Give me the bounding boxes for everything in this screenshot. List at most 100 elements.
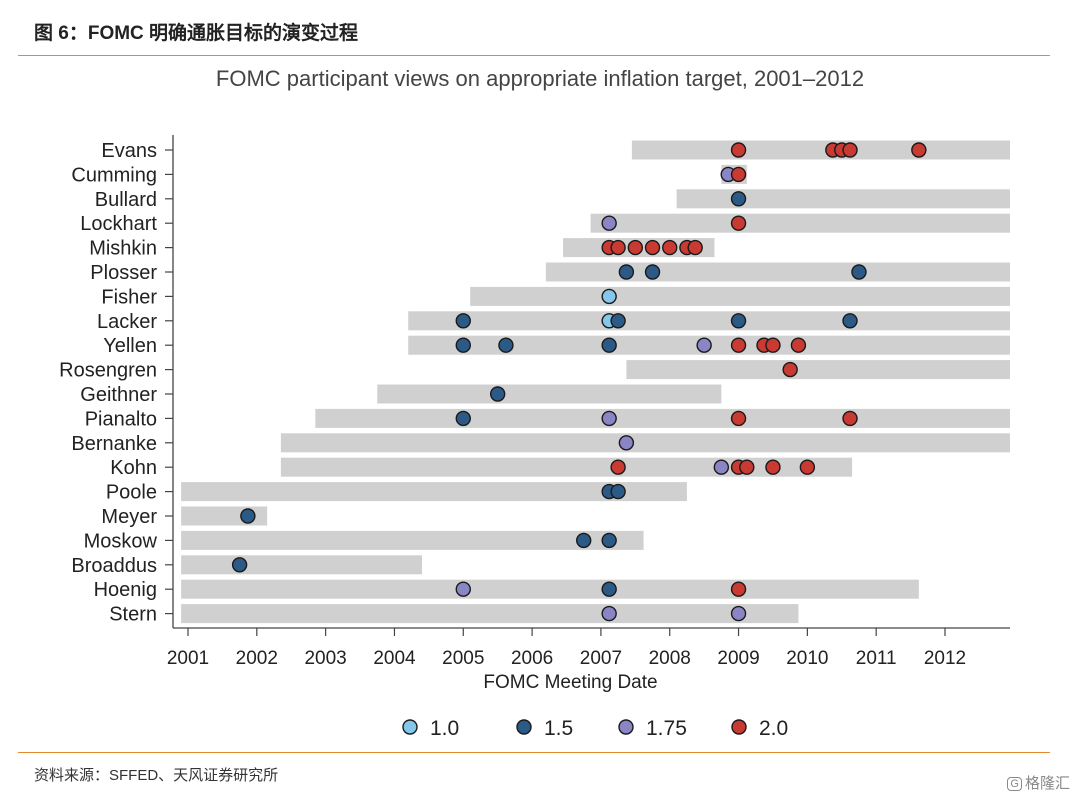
point-yellen-4: [696, 337, 712, 353]
x-tick-label-2010: 2010: [786, 648, 828, 669]
point-pianalto-1: [455, 410, 471, 427]
point-mishkin-4: [644, 239, 661, 256]
point-yellen-8: [790, 337, 807, 353]
point-hoenig-3: [730, 581, 747, 597]
point-fisher-1: [601, 288, 617, 305]
tenure-bar-stern: [181, 604, 799, 624]
legend-marker-1-0: [402, 719, 418, 735]
point-kohn-6: [799, 459, 816, 475]
point-evans-4: [842, 142, 858, 158]
row-label-lockhart: Lockhart: [80, 213, 157, 235]
x-tick-label-2006: 2006: [511, 648, 553, 669]
row-label-broaddus: Broaddus: [71, 555, 157, 577]
tenure-bar-bullard: [676, 189, 1010, 209]
tenure-bar-lacker: [408, 311, 1011, 331]
legend-marker-1-75: [618, 719, 634, 735]
tenure-bar-evans: [631, 140, 1010, 160]
row-label-bernanke: Bernanke: [71, 433, 157, 455]
x-axis-title: FOMC Meeting Date: [483, 672, 657, 693]
x-tick-label-2001: 2001: [167, 648, 209, 669]
tenure-bar-geithner: [377, 384, 722, 404]
point-mishkin-7: [687, 239, 703, 256]
row-label-lacker: Lacker: [97, 311, 157, 333]
point-plosser-2: [644, 264, 661, 280]
row-label-pianalto: Pianalto: [85, 408, 157, 430]
x-tick-label-2002: 2002: [236, 648, 278, 669]
legend-label-1-5: 1.5: [544, 717, 573, 740]
watermark-logo-icon: G: [1007, 777, 1022, 792]
point-plosser-3: [851, 264, 867, 280]
row-label-meyer: Meyer: [101, 506, 157, 528]
figure-title: 图 6：FOMC 明确通胀目标的演变过程: [34, 23, 359, 44]
row-label-rosengren: Rosengren: [59, 360, 157, 382]
legend-label-1-75: 1.75: [646, 717, 687, 740]
tenure-bar-kohn: [280, 457, 853, 477]
point-kohn-5: [765, 459, 781, 475]
row-label-fisher: Fisher: [101, 286, 157, 308]
point-lacker-3: [610, 313, 626, 329]
legend-marker-2-0: [731, 719, 747, 735]
point-bullard-1: [730, 191, 747, 207]
point-stern-1: [601, 605, 617, 622]
watermark-text: 格隆汇: [1024, 775, 1070, 792]
source-note: 资料来源：SFFED、天风证券研究所: [34, 767, 279, 784]
row-label-yellen: Yellen: [103, 335, 157, 357]
point-hoenig-2: [601, 581, 617, 597]
point-yellen-1: [455, 337, 471, 353]
point-broaddus-1: [231, 557, 248, 573]
tenure-bar-poole: [181, 482, 687, 502]
point-mishkin-2: [610, 239, 626, 256]
x-tick-label-2009: 2009: [717, 648, 759, 669]
tenure-bar-lockhart: [590, 213, 1010, 233]
tenure-bar-fisher: [470, 286, 1010, 306]
point-meyer-1: [240, 508, 256, 524]
legend-marker-1-5: [516, 719, 532, 735]
point-poole-2: [610, 483, 626, 500]
point-lacker-1: [455, 313, 471, 329]
x-tick-label-2004: 2004: [373, 648, 416, 669]
row-label-geithner: Geithner: [80, 384, 157, 406]
x-tick-label-2007: 2007: [580, 648, 622, 669]
tenure-bar-hoenig: [181, 579, 919, 599]
point-mishkin-3: [627, 239, 644, 256]
point-kohn-2: [713, 459, 730, 475]
point-pianalto-4: [842, 410, 858, 427]
row-label-evans: Evans: [101, 140, 157, 162]
point-moskow-2: [601, 532, 617, 549]
x-tick-label-2011: 2011: [856, 648, 897, 669]
point-lockhart-1: [601, 215, 617, 231]
point-kohn-4: [739, 459, 755, 475]
tenure-bar-bernanke: [280, 433, 1010, 453]
tenure-bar-plosser: [545, 262, 1010, 282]
legend-label-1-0: 1.0: [430, 717, 459, 740]
legend-label-2-0: 2.0: [759, 717, 788, 740]
point-plosser-1: [618, 264, 635, 280]
point-evans-5: [911, 142, 927, 158]
point-hoenig-1: [455, 581, 471, 597]
point-rosengren-1: [782, 361, 798, 378]
point-lacker-4: [730, 313, 747, 329]
point-stern-2: [730, 605, 747, 622]
x-tick-label-2005: 2005: [442, 648, 484, 669]
point-kohn-1: [610, 459, 626, 475]
row-label-stern: Stern: [109, 604, 157, 626]
point-pianalto-3: [730, 410, 747, 427]
x-tick-label-2012: 2012: [924, 648, 966, 669]
x-tick-label-2003: 2003: [304, 648, 346, 669]
point-cumming-2: [730, 166, 747, 183]
row-label-cumming: Cumming: [71, 164, 157, 186]
header-rule: [18, 55, 1050, 56]
point-moskow-1: [576, 532, 592, 549]
tenure-bar-rosengren: [626, 360, 1010, 380]
point-bernanke-1: [618, 435, 635, 451]
point-evans-1: [730, 142, 747, 158]
point-mishkin-5: [662, 239, 678, 256]
tenure-bar-pianalto: [315, 408, 1011, 428]
point-lacker-5: [842, 313, 858, 329]
tenure-bar-moskow: [181, 530, 644, 550]
point-geithner-1: [489, 386, 506, 402]
x-tick-label-2008: 2008: [649, 648, 691, 669]
point-pianalto-2: [601, 410, 617, 427]
row-label-bullard: Bullard: [95, 189, 157, 211]
